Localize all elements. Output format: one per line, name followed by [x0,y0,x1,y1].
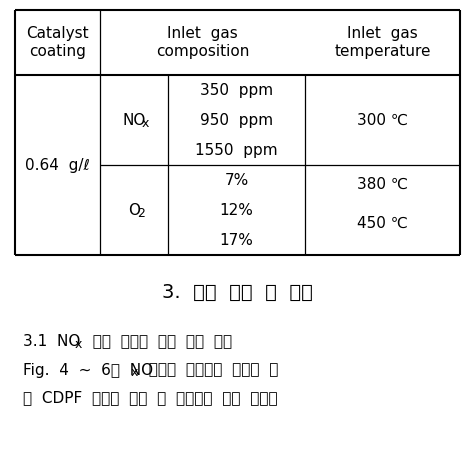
Text: 450 ℃: 450 ℃ [357,216,408,231]
Text: 17%: 17% [219,233,254,247]
Text: O: O [128,202,140,218]
Text: x: x [75,338,82,352]
Text: 른  CDPF  후단의  재생  중  배기가스  온도  변화량: 른 CDPF 후단의 재생 중 배기가스 온도 변화량 [23,391,278,405]
Text: 7%: 7% [224,173,249,188]
Text: NO: NO [122,112,146,128]
Text: x: x [141,117,149,129]
Text: 3.  실험  결과  및  고찰: 3. 실험 결과 및 고찰 [162,283,312,301]
Text: Catalyst
coating: Catalyst coating [26,26,89,59]
Text: 950  ppm: 950 ppm [200,112,273,128]
Text: 3.1  NO: 3.1 NO [23,335,81,349]
Text: 농도  변화에  따른  재생  특성: 농도 변화에 따른 재생 특성 [83,335,232,349]
Text: 12%: 12% [219,202,254,218]
Text: Fig.  4  ~  6는  NO: Fig. 4 ~ 6는 NO [23,363,153,377]
Text: x: x [131,366,138,380]
Text: 300 ℃: 300 ℃ [357,112,408,128]
Text: 2: 2 [137,207,145,219]
Text: 0.64  g/ℓ: 0.64 g/ℓ [25,157,90,173]
Text: 농도와  배기가스  온도에  따: 농도와 배기가스 온도에 따 [139,363,278,377]
Text: 380 ℃: 380 ℃ [357,177,408,192]
Text: 350  ppm: 350 ppm [200,82,273,98]
Text: Inlet  gas
temperature: Inlet gas temperature [334,26,431,59]
Text: 1550  ppm: 1550 ppm [195,143,278,157]
Text: Inlet  gas
composition: Inlet gas composition [156,26,249,59]
